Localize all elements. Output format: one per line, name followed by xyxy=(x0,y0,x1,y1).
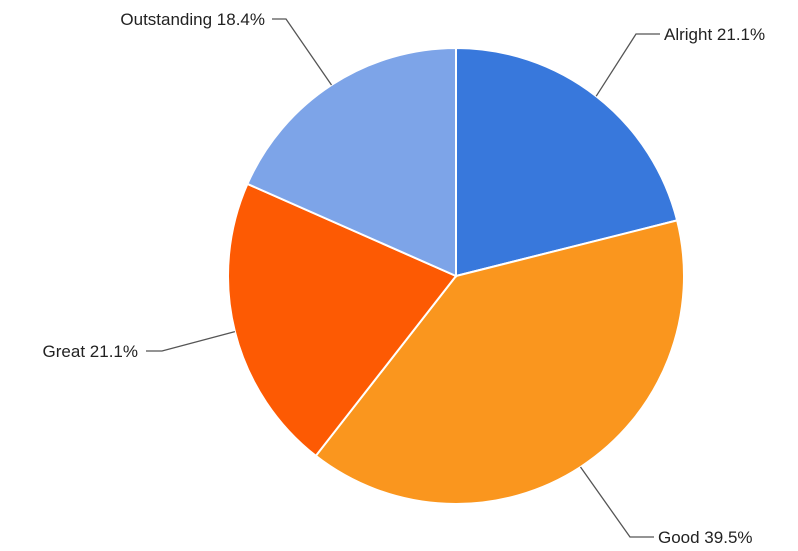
slice-label-great: Great 21.1% xyxy=(43,342,138,361)
pie-slice-outstanding[interactable] xyxy=(246,46,457,278)
pie-slices xyxy=(227,46,685,506)
slice-label-alright: Alright 21.1% xyxy=(664,25,765,44)
leader-line-alright xyxy=(595,33,660,97)
slice-label-outstanding: Outstanding 18.4% xyxy=(120,10,265,29)
leader-line-good xyxy=(579,466,654,538)
slice-labels: Alright 21.1% Good 39.5% Great 21.1% Outsta… xyxy=(43,10,766,547)
pie-slice-good[interactable] xyxy=(314,219,685,506)
slice-label-good: Good 39.5% xyxy=(658,528,753,547)
leader-line-outstanding xyxy=(272,18,333,86)
leader-lines xyxy=(146,18,660,538)
leader-line-great xyxy=(146,330,236,352)
